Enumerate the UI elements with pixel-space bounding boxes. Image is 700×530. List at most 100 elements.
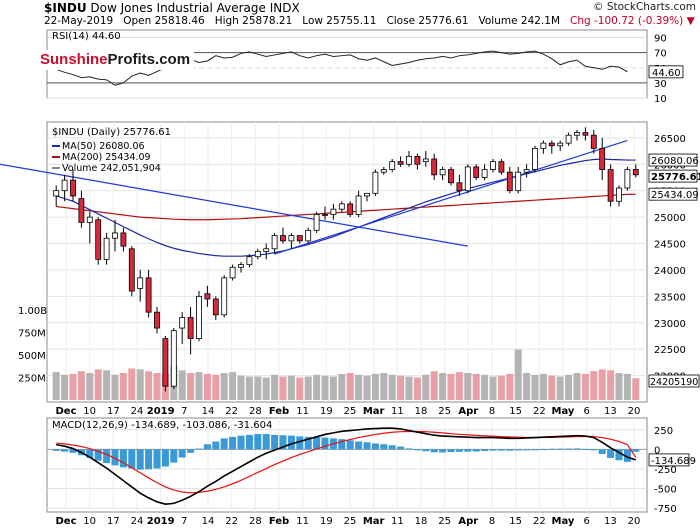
legend-entry: MA(50) 26080.06	[62, 141, 145, 152]
ma200-value-label-box	[648, 187, 698, 201]
candle-up	[540, 142, 547, 149]
volume-bar	[489, 376, 497, 400]
candle-down	[212, 298, 219, 316]
macd-histogram-bar	[296, 436, 304, 450]
volume-tick-label: 500M	[18, 351, 46, 362]
volume-bar	[329, 376, 337, 400]
volume-bar	[77, 371, 85, 400]
volume-bar	[262, 377, 270, 400]
macd-histogram-bar	[203, 444, 211, 450]
macd-histogram-bar	[523, 449, 531, 451]
volume-bar	[531, 374, 539, 400]
candle-up	[313, 214, 320, 231]
macd-histogram-bar	[170, 449, 178, 463]
macd-histogram-bar	[61, 449, 69, 452]
price-x-tick-label: 8	[489, 406, 495, 417]
rsi-tick-label: 70	[654, 49, 667, 60]
volume-bar	[556, 376, 564, 400]
macd-histogram-bar	[548, 448, 556, 450]
macd-value-box	[648, 453, 690, 467]
macd-histogram-bar	[565, 448, 573, 450]
volume-bar	[523, 373, 531, 400]
volume-tick-label: 250M	[18, 374, 46, 385]
candle-up	[170, 330, 177, 387]
candle-up	[406, 155, 412, 165]
volume-bar	[464, 373, 472, 400]
high-label: High 25878.21	[214, 15, 293, 27]
candle-up	[422, 158, 429, 163]
macd-histogram-bar	[229, 436, 237, 450]
macd-histogram-bar	[220, 438, 228, 450]
candle-up	[532, 148, 538, 170]
candle-down	[296, 235, 303, 242]
price-x-tick-label: 28	[249, 406, 262, 417]
price-x-tick-label: 2019	[147, 406, 175, 417]
macd-x-tick-label: Feb	[269, 516, 289, 527]
macd-histogram-bar	[397, 446, 405, 450]
macd-histogram-bar	[153, 449, 161, 469]
candle-up	[624, 169, 631, 189]
price-tick-label: 24000	[654, 266, 686, 277]
logo-part-1: Sunshine	[40, 51, 108, 68]
title-line: $INDU Dow Jones Industrial Average INDX	[44, 1, 300, 15]
downtrend-line	[0, 163, 468, 247]
macd-x-tick-label: 14	[202, 516, 215, 527]
candle-down	[128, 248, 135, 292]
macd-histogram-bar	[472, 449, 480, 452]
volume-bar	[86, 373, 94, 400]
candle-up	[372, 171, 379, 194]
macd-histogram-bar	[313, 437, 321, 450]
candle-up	[464, 166, 471, 192]
volume-bar	[187, 373, 195, 400]
volume-bar	[111, 374, 119, 400]
volume-bar	[506, 373, 514, 400]
candle-down	[456, 182, 463, 192]
price-x-tick-label: 18	[415, 406, 428, 417]
price-x-tick-label: Apr	[458, 406, 478, 417]
volume-bar	[371, 373, 379, 400]
volume-bar	[304, 376, 312, 400]
volume-bar	[52, 372, 60, 400]
macd-histogram-bar	[279, 435, 287, 450]
macd-histogram-bar	[161, 449, 169, 467]
low-label: Low 25755.11	[302, 15, 377, 27]
volume-bar	[422, 374, 430, 400]
macd-histogram-bar	[338, 439, 346, 450]
volume-bar	[237, 375, 245, 400]
macd-x-tick-label: 25	[438, 516, 451, 527]
volume-value-label: 24205190	[650, 377, 698, 388]
ma50-line	[56, 158, 636, 257]
macd-histogram-bar	[413, 449, 421, 451]
volume-bar	[103, 370, 111, 400]
macd-x-tick-label: Mar	[363, 516, 385, 527]
macd-histogram-bar	[128, 449, 136, 469]
price-tick-label: 24500	[654, 240, 686, 251]
candle-up	[338, 203, 345, 210]
candle-up	[322, 214, 328, 216]
macd-title: MACD(12,26,9) -134.689, -103.086, -31.60…	[52, 420, 272, 431]
volume-bar	[388, 374, 396, 400]
price-tick-label: 23000	[654, 319, 686, 330]
price-x-tick-label: 15	[509, 406, 522, 417]
macd-histogram-bar	[371, 443, 379, 450]
volume-bar	[447, 373, 455, 400]
last-price-label: 25776.61	[651, 172, 700, 183]
macd-x-tick-label: 22	[533, 516, 546, 527]
macd-histogram-bar	[195, 448, 203, 450]
candle-down	[204, 293, 211, 300]
candle-down	[632, 169, 639, 176]
close-label: Close 25776.61	[386, 15, 469, 27]
rsi-line	[56, 50, 628, 86]
candle-down	[187, 317, 194, 340]
logo-part-2: Profits.com	[107, 51, 191, 68]
quote-line: 22-May-2019 Open 25818.46 High 25878.21 …	[44, 15, 695, 27]
macd-histogram-bar	[439, 449, 447, 453]
macd-x-tick-label: 7	[181, 516, 187, 527]
candle-down	[506, 171, 513, 192]
candle-down	[548, 142, 555, 147]
macd-tick-label: -500	[654, 485, 677, 496]
candle-down	[431, 158, 438, 176]
candle-up	[481, 169, 488, 178]
volume-bar	[380, 373, 388, 400]
ma200-line	[56, 193, 636, 221]
